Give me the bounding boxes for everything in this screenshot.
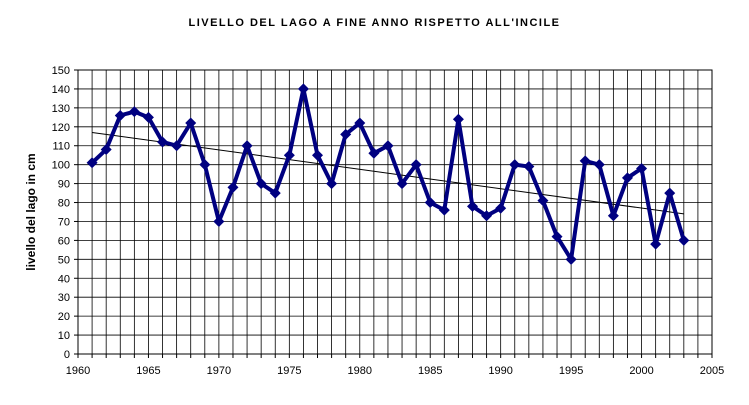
data-point-marker (114, 109, 126, 121)
data-point-marker (650, 238, 662, 250)
data-point-marker (283, 149, 295, 161)
chart-title: LIVELLO DEL LAGO A FINE ANNO RISPETTO AL… (188, 17, 561, 29)
plot-border (77, 69, 713, 355)
x-tick-label: 1965 (136, 365, 160, 377)
y-tick-label: 150 (52, 65, 70, 77)
data-point-marker (424, 197, 436, 209)
data-point-marker (621, 172, 633, 184)
y-tick-label: 70 (58, 216, 70, 228)
data-point-marker (537, 195, 549, 207)
data-point-marker (396, 178, 408, 190)
x-tick-label: 1990 (488, 365, 512, 377)
y-axis-label-group: livello del lago in cm (24, 153, 38, 270)
data-point-marker (636, 162, 648, 174)
data-point-marker (410, 159, 422, 171)
data-point-marker (227, 181, 239, 193)
data-point-marker (185, 117, 197, 129)
y-tick-label: 0 (64, 349, 70, 361)
data-point-marker (241, 140, 253, 152)
y-tick-label: 120 (52, 122, 70, 134)
trendline (92, 131, 684, 215)
x-tick-label: 2005 (700, 365, 724, 377)
y-tick-label: 110 (52, 141, 70, 153)
data-point-marker (340, 128, 352, 140)
data-point-marker (86, 157, 98, 169)
y-tick-label: 100 (52, 160, 70, 172)
data-point-marker (495, 202, 507, 214)
data-point-marker (368, 147, 380, 159)
y-tick-label: 10 (58, 330, 70, 342)
x-tick-label: 1985 (418, 365, 442, 377)
data-point-marker (438, 204, 450, 216)
x-tick-labels: 1960 1965 1970 1975 1980 1985 1990 1995 2000 2005 (66, 365, 724, 377)
data-point-marker (509, 159, 521, 171)
data-point-marker (297, 83, 309, 95)
y-tick-label: 20 (58, 311, 70, 323)
data-point-marker (269, 187, 281, 199)
data-point-marker (481, 210, 493, 222)
y-tick-labels: 0 10 20 30 40 50 60 70 80 90 100 110 120 130 140 150 (52, 65, 70, 361)
x-tick-label: 2000 (629, 365, 653, 377)
series-group (86, 83, 690, 265)
data-point-marker (213, 215, 225, 227)
data-point-marker (551, 231, 563, 243)
y-tick-label: 30 (58, 292, 70, 304)
y-tick-label: 80 (58, 198, 70, 210)
y-tick-label: 50 (58, 254, 70, 266)
data-point-marker (312, 149, 324, 161)
x-tick-label: 1980 (348, 365, 372, 377)
data-point-marker (142, 111, 154, 123)
data-point-marker (382, 140, 394, 152)
data-point-marker (607, 210, 619, 222)
y-tick-label: 140 (52, 84, 70, 96)
x-tick-label: 1960 (66, 365, 90, 377)
axes (74, 69, 713, 358)
data-point-marker (199, 159, 211, 171)
data-point-marker (128, 106, 140, 118)
plot-background (78, 70, 712, 354)
data-point-marker (678, 234, 690, 246)
data-point-marker (255, 178, 267, 190)
data-point-marker (664, 187, 676, 199)
data-point-marker (523, 161, 535, 173)
data-point-marker (100, 144, 112, 156)
data-point-marker (157, 136, 169, 148)
data-point-marker (565, 253, 577, 265)
data-point-marker (326, 178, 338, 190)
data-point-marker (593, 159, 605, 171)
y-tick-label: 90 (58, 179, 70, 191)
x-tick-label: 1975 (277, 365, 301, 377)
trendline-group (92, 131, 684, 215)
y-tick-label: 60 (58, 235, 70, 247)
y-tick-label: 40 (58, 273, 70, 285)
data-point-marker (354, 117, 366, 129)
data-point-marker (579, 155, 591, 167)
plot-area (78, 70, 712, 354)
x-tick-label: 1995 (559, 365, 583, 377)
data-point-marker (452, 113, 464, 125)
y-axis-label: livello del lago in cm (24, 153, 38, 270)
x-tick-label: 1970 (207, 365, 231, 377)
y-tick-label: 130 (52, 103, 70, 115)
data-point-marker (171, 140, 183, 152)
data-point-marker (466, 200, 478, 212)
